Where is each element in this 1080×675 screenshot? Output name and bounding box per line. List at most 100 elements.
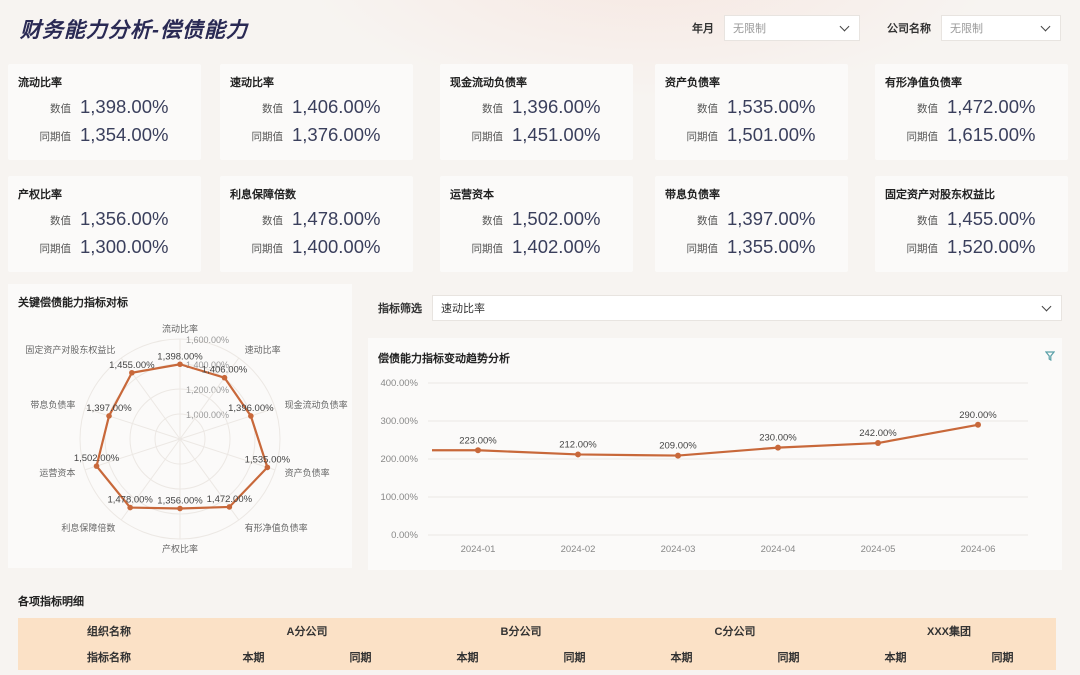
kpi-title: 有形净值负债率 <box>885 77 962 89</box>
radar-value-label: 1,478.00% <box>107 495 153 506</box>
radar-chart: 1,000.00% 1,200.00% 1,400.00% 1,600.00% 1,39… <box>25 323 347 554</box>
kpi-prior-value: 1,355.00% <box>727 236 816 257</box>
kpi-card: 速动比率 数值 1,406.00% 同期值 1,376.00% <box>220 64 413 160</box>
kpi-prior-row: 同期值 1,615.00% <box>875 124 1068 146</box>
radar-ring-label: 1,200.00% <box>186 385 229 395</box>
header-prior: 同期 <box>563 652 586 664</box>
x-tick-label: 2024-06 <box>961 544 996 555</box>
trend-line-chart: 0.00% 100.00% 200.00% 300.00% 400.00% 2024-01… <box>380 378 1028 555</box>
kpi-prior-label: 同期值 <box>471 243 504 255</box>
kpi-prior-row: 同期值 1,451.00% <box>440 124 633 146</box>
y-tick-label: 300.00% <box>380 416 418 427</box>
trend-point <box>975 421 981 428</box>
trend-point <box>875 440 881 447</box>
kpi-prior-value: 1,615.00% <box>947 124 1036 145</box>
radar-ring-label: 1,600.00% <box>186 335 229 345</box>
table-subheader-row: 指标名称 本期 同期 本期 同期 本期 同期 本期 同期 <box>18 644 1056 670</box>
kpi-current-row: 数值 1,396.00% <box>440 96 633 118</box>
kpi-prior-label: 同期值 <box>471 131 504 143</box>
kpi-value-label: 数值 <box>262 103 283 115</box>
select-value: 无限制 <box>733 23 766 35</box>
kpi-prior-row: 同期值 1,400.00% <box>220 236 413 258</box>
radar-value-label: 1,356.00% <box>157 496 203 507</box>
kpi-current-row: 数值 1,398.00% <box>8 96 201 118</box>
chevron-down-icon <box>1040 21 1051 31</box>
kpi-value: 1,397.00% <box>727 208 816 229</box>
kpi-value-label: 数值 <box>50 103 71 115</box>
kpi-value-label: 数值 <box>697 103 718 115</box>
y-tick-label: 100.00% <box>380 492 418 503</box>
header-current: 本期 <box>456 652 479 664</box>
radar-ring-label: 1,400.00% <box>186 360 229 370</box>
kpi-prior-row: 同期值 1,354.00% <box>8 124 201 146</box>
kpi-prior-value: 1,354.00% <box>80 124 169 145</box>
radar-point <box>264 464 271 471</box>
header-group: C分公司 <box>714 626 756 638</box>
radar-spoke <box>179 407 276 440</box>
radar-spoke <box>179 357 240 440</box>
trend-point <box>575 451 581 458</box>
kpi-value: 1,455.00% <box>947 208 1036 229</box>
trend-value-label: 209.00% <box>659 441 697 452</box>
kpi-prior-label: 同期值 <box>686 243 719 255</box>
filter-icon[interactable] <box>1045 351 1055 361</box>
kpi-value: 1,472.00% <box>947 96 1036 117</box>
kpi-prior-label: 同期值 <box>39 131 72 143</box>
radar-point <box>127 504 133 511</box>
radar-ring-label: 1,000.00% <box>186 410 229 420</box>
kpi-prior-row: 同期值 1,402.00% <box>440 236 633 258</box>
radar-axis-label: 流动比率 <box>162 323 198 334</box>
kpi-title: 带息负债率 <box>665 189 720 201</box>
radar-axis-label: 运营资本 <box>39 467 75 478</box>
radar-value-label: 1,535.00% <box>245 454 291 465</box>
filter-company: 公司名称 无限制 <box>887 15 1061 41</box>
year-month-select[interactable]: 无限制 <box>724 15 860 41</box>
kpi-title: 利息保障倍数 <box>230 189 296 201</box>
kpi-current-row: 数值 1,455.00% <box>875 208 1068 230</box>
radar-value-label: 1,472.00% <box>207 494 253 505</box>
radar-spoke <box>84 407 181 440</box>
kpi-prior-row: 同期值 1,376.00% <box>220 124 413 146</box>
kpi-prior-label: 同期值 <box>39 243 72 255</box>
kpi-current-row: 数值 1,535.00% <box>655 96 848 118</box>
kpi-value-label: 数值 <box>917 103 938 115</box>
trend-value-label: 212.00% <box>559 439 597 450</box>
kpi-card: 流动比率数值 1,398.00% 同期值 1,354.00% <box>8 64 201 160</box>
radar-value-label: 1,502.00% <box>74 453 120 464</box>
radar-value-label: 1,396.00% <box>228 403 274 414</box>
kpi-current-row: 数值 1,472.00% <box>875 96 1068 118</box>
company-select[interactable]: 无限制 <box>941 15 1061 41</box>
radar-value-label: 1,406.00% <box>202 365 248 376</box>
table-header-row: 组织名称 A分公司 B分公司 C分公司 XXX集团 <box>18 618 1056 644</box>
indicator-select[interactable]: 速动比率 <box>432 295 1062 321</box>
kpi-prior-label: 同期值 <box>906 131 939 143</box>
x-tick-label: 2024-05 <box>861 544 896 555</box>
header-current: 本期 <box>670 652 693 664</box>
radar-axis-label: 固定资产对股东权益比 <box>25 344 115 355</box>
kpi-prior-value: 1,520.00% <box>947 236 1036 257</box>
radar-point <box>93 463 100 469</box>
radar-axis-label: 有形净值负债率 <box>245 522 308 533</box>
kpi-value: 1,502.00% <box>512 208 601 229</box>
kpi-title: 固定资产对股东权益比 <box>885 189 995 201</box>
kpi-card: 现金流动负债率 数值 1,396.00% 同期值 1,451.00% <box>440 64 633 160</box>
radar-point <box>106 413 112 419</box>
radar-point <box>248 413 254 419</box>
kpi-prior-value: 1,451.00% <box>512 124 601 145</box>
radar-panel: 关键偿债能力指标对标 1,000.00% 1,200.00% 1,400.00% 1,… <box>8 284 352 568</box>
x-tick-label: 2024-01 <box>461 544 496 555</box>
y-tick-label: 0.00% <box>391 530 418 541</box>
kpi-current-row: 数值 1,478.00% <box>220 208 413 230</box>
header-org-name: 组织名称 <box>87 626 131 638</box>
kpi-current-row: 数值 1,406.00% <box>220 96 413 118</box>
radar-value-label: 1,397.00% <box>86 403 132 414</box>
table-title: 各项指标明细 <box>18 596 84 608</box>
trend-point <box>675 452 681 459</box>
header-current: 本期 <box>884 652 907 664</box>
radar-title: 关键偿债能力指标对标 <box>18 297 128 309</box>
radar-point <box>177 505 183 512</box>
kpi-current-row: 数值 1,397.00% <box>655 208 848 230</box>
kpi-title: 流动比率 <box>18 77 62 89</box>
kpi-prior-row: 同期值 1,355.00% <box>655 236 848 258</box>
trend-value-label: 290.00% <box>959 410 997 421</box>
